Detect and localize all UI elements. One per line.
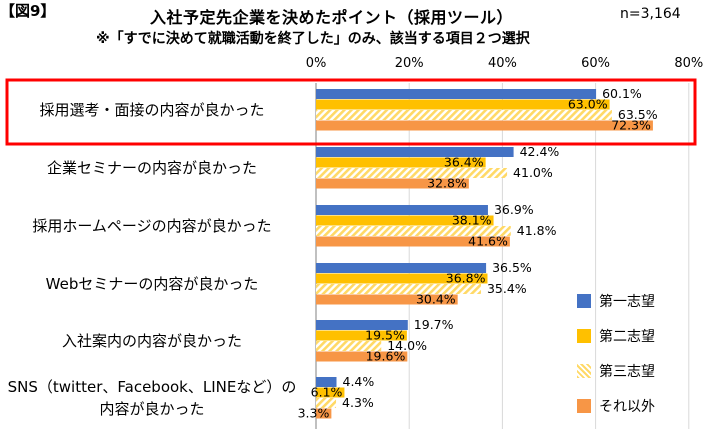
value-label-second-4: 19.5% [365,328,405,343]
value-label-second-0: 63.0% [568,97,608,112]
legend-label-second: 第二志望 [599,328,655,345]
value-label-first-3: 36.5% [492,260,532,275]
category-label-2: 採用ホームページの内容が良かった [32,217,271,235]
value-label-other-2: 41.6% [468,234,508,249]
legend-swatch-first [577,293,591,308]
bar-third-4 [316,341,382,351]
legend-item-other: それ以外 [577,388,655,423]
legend-swatch-other [577,398,591,413]
bar-second-4 [316,330,407,341]
highlight-frame [5,78,697,146]
category-label-3: Webセミナーの内容が良かった [46,275,259,293]
category-label-4: 入社案内の内容が良かった [62,332,242,350]
legend-label-third: 第三志望 [599,363,655,380]
category-label-5: SNS（twitter、Facebook、LINEなど）の [8,378,297,396]
category-label-0: 採用選考・面接の内容が良かった [39,101,264,119]
bar-third-1 [316,168,508,178]
bar-first-2 [316,205,488,215]
x-tick-label: 60% [581,56,610,71]
bar-first-5 [316,377,337,387]
legend-swatch-second [577,328,591,343]
x-tick-label: 40% [488,56,517,71]
bar-first-1 [316,147,514,157]
bar-other-4 [316,351,408,362]
legend-swatch-third [577,363,591,378]
value-label-other-1: 32.8% [427,176,467,191]
bar-second-2 [316,215,494,226]
bar-second-3 [316,273,488,284]
value-label-third-5: 4.3% [342,395,374,410]
figure-label: 【図9】 [0,2,56,20]
value-label-other-5: 3.3% [298,406,330,421]
value-label-first-2: 36.9% [494,202,534,217]
bar-other-1 [316,178,469,189]
bar-first-0 [316,89,597,99]
value-label-third-4: 14.0% [387,338,427,353]
bar-other-0 [316,120,653,131]
bar-other-3 [316,294,458,305]
value-label-other-4: 19.6% [366,349,406,364]
bar-third-3 [316,284,481,294]
legend-label-first: 第一志望 [599,293,655,310]
chart-legend: 第一志望 第二志望 第三志望 それ以外 [577,283,655,423]
bar-third-5 [316,398,337,408]
value-label-third-2: 41.8% [517,223,557,238]
value-label-second-2: 38.1% [452,213,492,228]
value-label-third-3: 35.4% [487,281,527,296]
x-tick-label: 20% [395,56,424,71]
category-label-1: 企業セミナーの内容が良かった [47,159,257,177]
value-label-second-3: 36.8% [446,271,486,286]
legend-label-other: それ以外 [599,398,655,415]
bar-second-0 [316,99,610,110]
legend-item-third: 第三志望 [577,353,655,388]
value-label-third-0: 63.5% [618,107,658,122]
x-tick-label: 80% [674,56,703,71]
bar-other-5 [316,408,332,419]
value-label-other-3: 30.4% [416,292,456,307]
chart-title: 入社予定先企業を決めたポイント（採用ツール） [150,8,514,27]
value-label-second-5: 6.1% [311,385,343,400]
bar-first-3 [316,263,487,273]
bar-third-2 [316,226,511,236]
bar-third-0 [316,110,612,120]
value-label-third-1: 41.0% [513,165,553,180]
value-label-second-1: 36.4% [444,155,484,170]
value-label-first-4: 19.7% [414,317,454,332]
value-label-other-0: 72.3% [611,118,651,133]
legend-item-first: 第一志望 [577,283,655,318]
value-label-first-0: 60.1% [602,86,642,101]
legend-item-second: 第二志望 [577,318,655,353]
sample-size-label: n=3,164 [620,6,681,22]
bar-second-5 [316,387,345,398]
bar-second-1 [316,157,486,168]
chart-subtitle: ※「すでに決めて就職活動を終了した」のみ、該当する項目２つ選択 [96,31,530,47]
bar-first-4 [316,320,408,330]
value-label-first-5: 4.4% [343,374,375,389]
bar-other-2 [316,236,510,247]
value-label-first-1: 42.4% [520,144,560,159]
x-tick-label: 0% [306,56,327,71]
category-label-5: 内容が良かった [99,400,204,418]
